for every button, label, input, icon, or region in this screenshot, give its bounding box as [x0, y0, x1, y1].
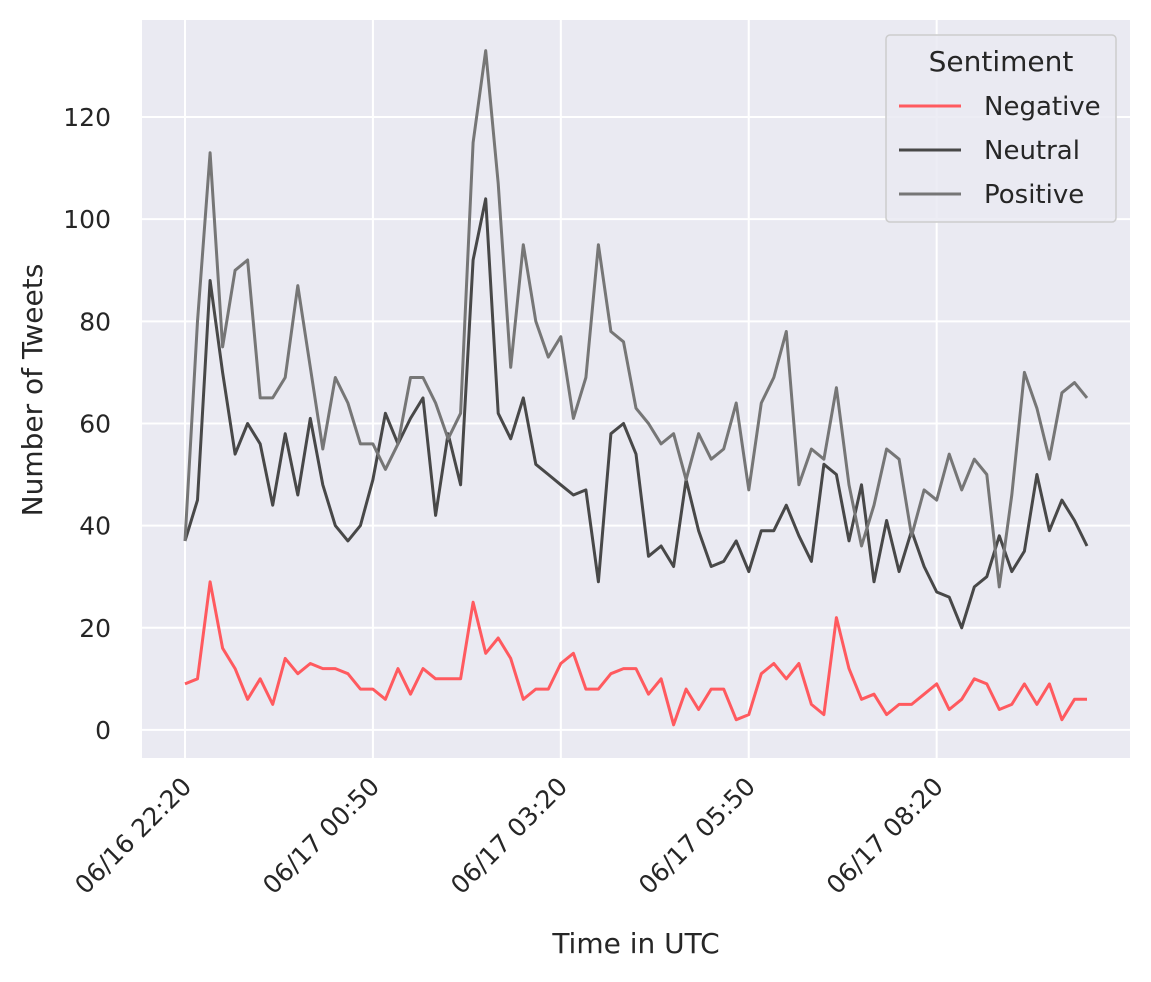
legend-box	[885, 34, 1117, 223]
x-tick-labels: 06/16 22:20 06/17 00:50 06/17 03:20 06/17 0…	[69, 772, 949, 900]
legend-label-neutral: Neutral	[984, 136, 1080, 166]
series-lines	[183, 49, 1089, 727]
y-tick-label: 80	[79, 307, 111, 336]
legend-title: Sentiment	[929, 45, 1074, 78]
y-tick-label: 0	[95, 716, 111, 745]
x-axis-title: Time in UTC	[551, 927, 719, 960]
y-tick-labels: 0 20 40 60 80 100 120	[63, 103, 111, 745]
x-tick-label: 06/17 00:50	[257, 772, 385, 900]
x-tick-label: 06/17 03:20	[445, 772, 573, 900]
series-line-positive	[183, 49, 1089, 589]
legend-label-negative: Negative	[984, 92, 1101, 122]
legend: Sentiment Negative Neutral Positive	[885, 34, 1117, 223]
y-axis-title: Number of Tweets	[16, 264, 49, 517]
y-tick-label: 40	[79, 512, 111, 541]
x-tick-label: 06/17 08:20	[821, 772, 949, 900]
series-line-negative	[184, 580, 1087, 727]
y-tick-label: 20	[79, 614, 111, 643]
series-line-neutral	[183, 197, 1089, 630]
x-tick-label: 06/16 22:20	[69, 772, 197, 900]
y-tick-label: 120	[63, 103, 111, 132]
x-gridlines	[184, 20, 938, 758]
x-tick-label: 06/17 05:50	[633, 772, 761, 900]
y-tick-label: 60	[79, 409, 111, 438]
legend-label-positive: Positive	[984, 180, 1084, 210]
y-tick-label: 100	[63, 205, 111, 234]
